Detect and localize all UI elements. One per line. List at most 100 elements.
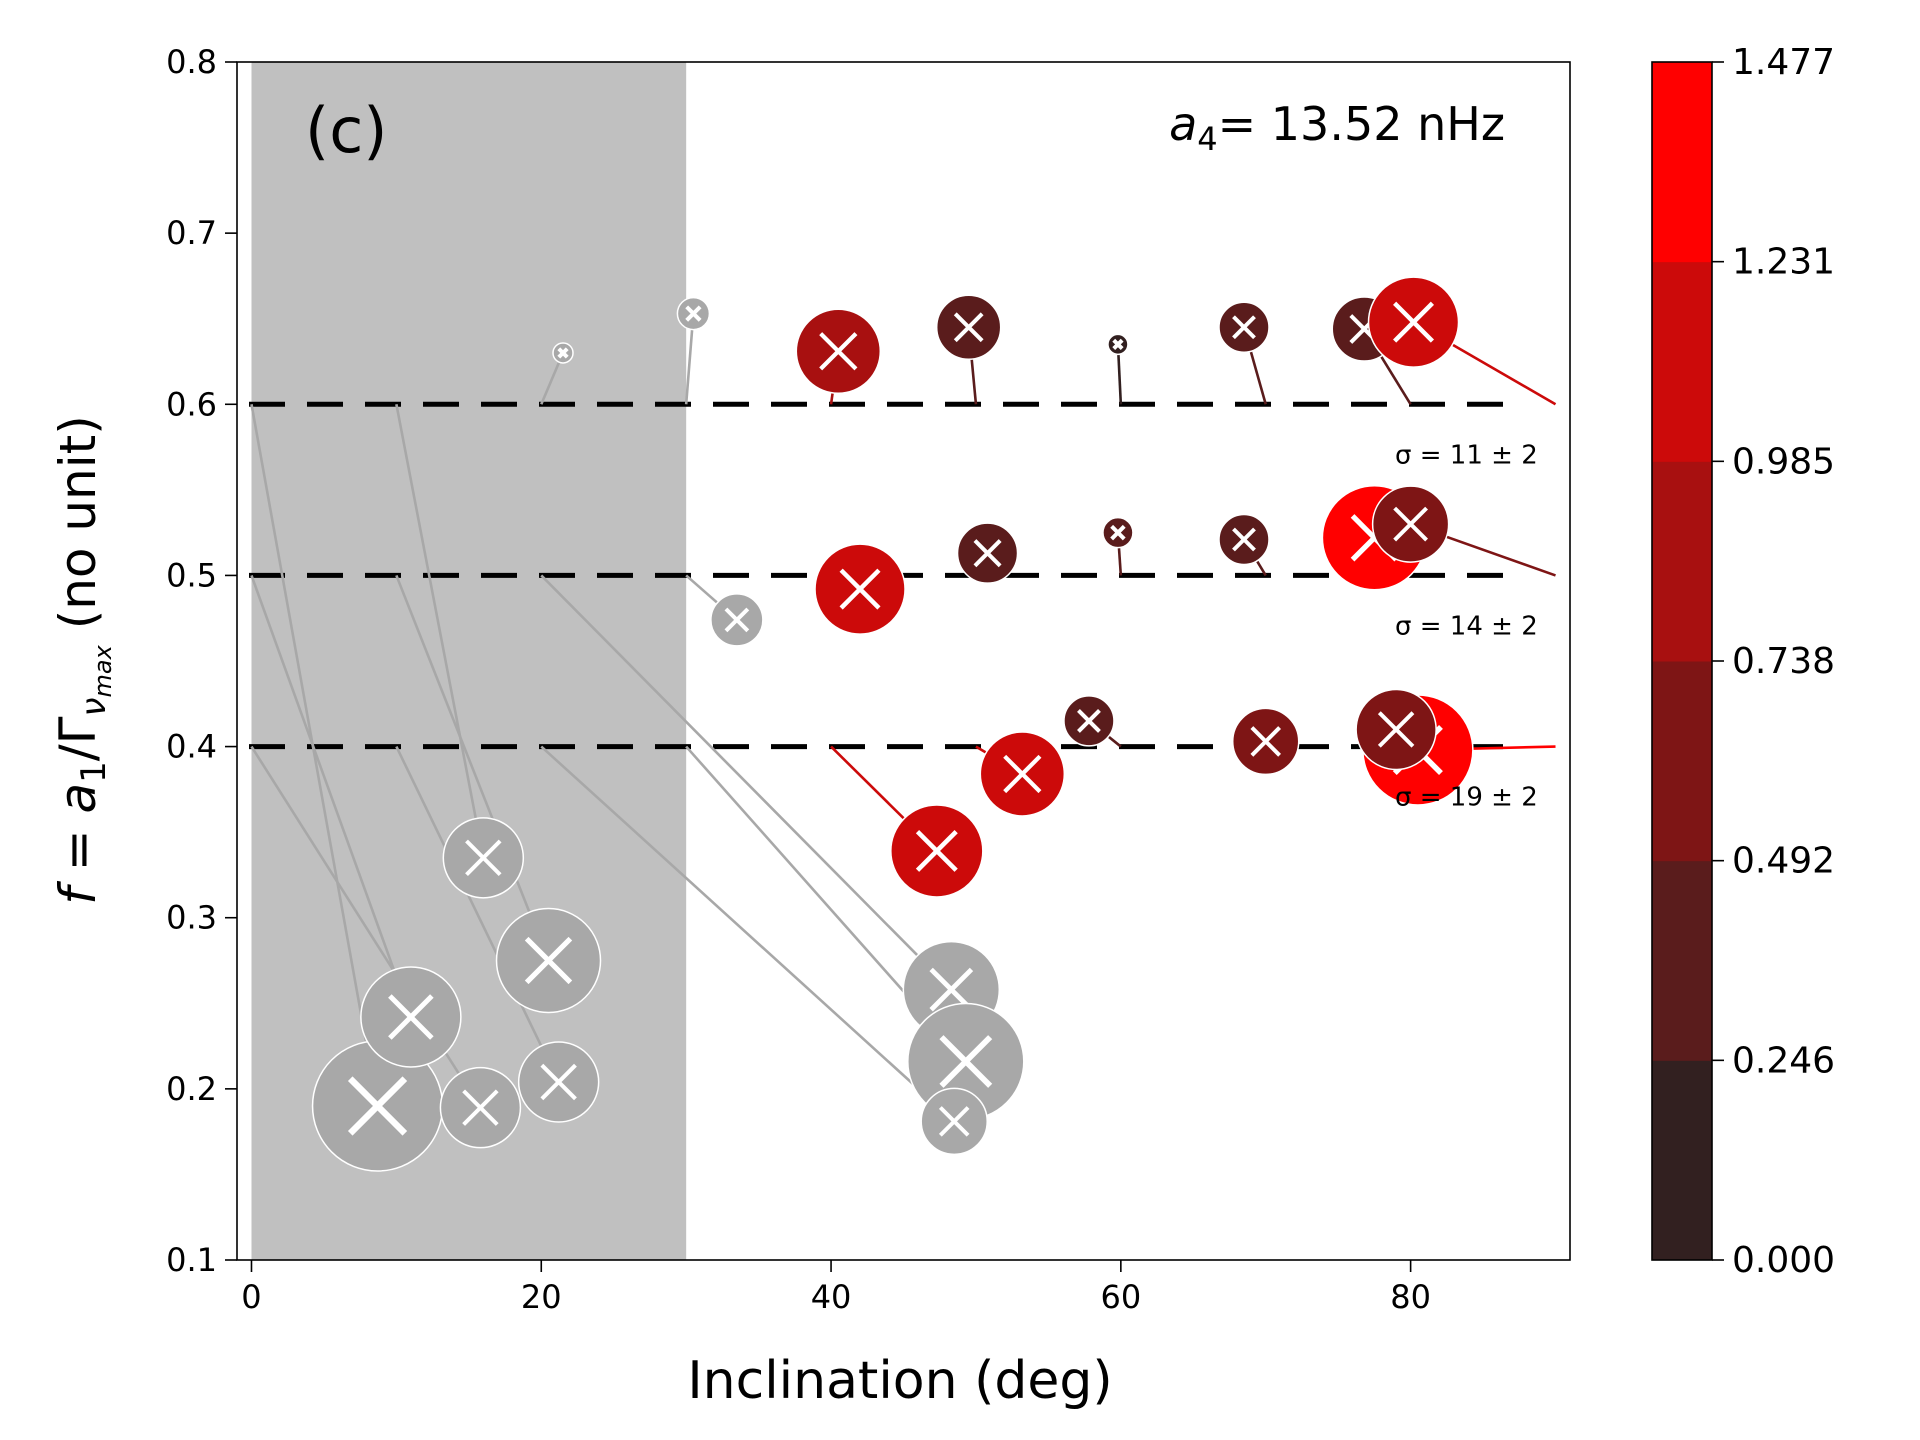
data-point [920, 1087, 988, 1156]
a4-value: = 13.52 nHz [1218, 97, 1505, 151]
x-marker [557, 347, 569, 359]
x-marker [1377, 711, 1415, 748]
x-marker [819, 332, 858, 371]
data-point [1063, 695, 1115, 747]
data-point [311, 1040, 444, 1172]
data-point [360, 966, 462, 1068]
y-axis-label: f = a1/Γνmax (no unit) [49, 415, 117, 905]
data-point [517, 1041, 600, 1123]
sigma-label: σ = 19 ± 2 [1395, 783, 1538, 813]
x-axis-label: Inclination (deg) [687, 1351, 1112, 1411]
data-point [956, 522, 1019, 584]
x-tick-label: 40 [811, 1278, 852, 1316]
colorbar-band [1652, 860, 1712, 1061]
colorbar-band [1652, 62, 1712, 263]
data-point [495, 907, 602, 1014]
data-point [442, 817, 525, 899]
data-point [676, 296, 711, 331]
data-point [710, 593, 764, 647]
connector-line [395, 404, 485, 859]
colorbar-tick-label: 0.492 [1732, 841, 1835, 882]
y-label-nu-sub: max [89, 644, 117, 697]
x-marker [465, 839, 502, 877]
y-label-a-sub: 1 [74, 761, 114, 783]
colorbar-tick-label: 0.246 [1732, 1040, 1835, 1081]
data-point [907, 1002, 1025, 1121]
x-marker [1110, 524, 1126, 541]
x-marker [685, 305, 702, 322]
a4-annotation: a4= 13.52 nHz [1169, 97, 1505, 158]
y-tick-label: 0.4 [166, 728, 217, 766]
y-tick-label: 0.7 [166, 214, 217, 252]
a4-subscript: 4 [1197, 120, 1217, 158]
colorbar-tick-label: 1.477 [1732, 42, 1835, 83]
low-inclination-shaded-region [251, 62, 687, 1260]
sigma-label: σ = 11 ± 2 [1395, 440, 1538, 470]
colorbar-band [1652, 661, 1712, 862]
x-tick-label: 0 [241, 1278, 261, 1316]
a4-symbol: a [1169, 97, 1197, 151]
x-marker [540, 1063, 577, 1101]
colorbar-tick-label: 0.985 [1732, 441, 1835, 482]
x-marker [1232, 315, 1256, 340]
colorbar-tick-label: 0.738 [1732, 641, 1835, 682]
connector-line [250, 574, 413, 1018]
y-label-unit: (no unit) [49, 415, 107, 645]
x-marker [1232, 527, 1256, 552]
data-point [1107, 333, 1129, 356]
x-marker [1077, 708, 1101, 733]
y-label-nu: ν [74, 697, 114, 716]
axes-frame [236, 61, 1571, 1261]
colorbar: 0.000 0.246 0.492 0.738 0.985 1.231 1.477 [1651, 42, 1835, 1281]
data-point [1367, 276, 1460, 368]
x-marker [839, 568, 881, 610]
y-tick-label: 0.1 [166, 1241, 217, 1279]
y-label-slash-gamma: /Γ [49, 716, 107, 761]
x-marker [939, 1035, 993, 1088]
connector-line [540, 574, 953, 991]
x-marker [1112, 338, 1124, 350]
x-marker [929, 967, 974, 1012]
colorbar-band [1652, 261, 1712, 462]
data-point [1218, 301, 1270, 354]
x-tick-label: 60 [1100, 1278, 1141, 1316]
y-tick-label: 0.3 [166, 899, 217, 937]
y-tick-label: 0.6 [166, 385, 217, 423]
y-tick-label: 0.2 [166, 1070, 217, 1108]
y-tick-label: 0.8 [166, 43, 217, 81]
data-point [935, 294, 1002, 361]
data-point [1231, 707, 1300, 776]
x-marker [462, 1089, 499, 1126]
connector-line [540, 745, 956, 1123]
data-point [1102, 516, 1134, 549]
x-marker [1003, 754, 1042, 794]
x-marker [388, 994, 434, 1040]
y-label-eq: = [49, 813, 107, 887]
connector-line [250, 404, 379, 1107]
colorbar-tick-label: 0.000 [1732, 1240, 1835, 1281]
colorbar-band [1652, 461, 1712, 662]
sigma-label: σ = 14 ± 2 [1395, 611, 1538, 641]
x-tick-label: 80 [1390, 1278, 1431, 1316]
x-marker [973, 539, 1002, 568]
data-point [979, 731, 1066, 817]
y-tick-label: 0.5 [166, 556, 217, 594]
x-marker [1393, 301, 1435, 343]
colorbar-tick-label: 1.231 [1732, 242, 1835, 283]
connector-line [395, 574, 550, 961]
data-point [890, 804, 984, 898]
x-marker [347, 1076, 408, 1136]
x-marker [953, 312, 984, 343]
x-marker [938, 1106, 970, 1137]
data-point [552, 342, 574, 364]
x-marker [724, 607, 750, 633]
data-point [795, 308, 882, 394]
data-point [1355, 688, 1437, 771]
connector-line [395, 746, 560, 1083]
data-point [439, 1066, 522, 1149]
x-tick-label: 20 [521, 1278, 562, 1316]
x-marker [915, 830, 958, 872]
y-label-a: a [49, 783, 107, 814]
x-marker [1250, 726, 1282, 757]
